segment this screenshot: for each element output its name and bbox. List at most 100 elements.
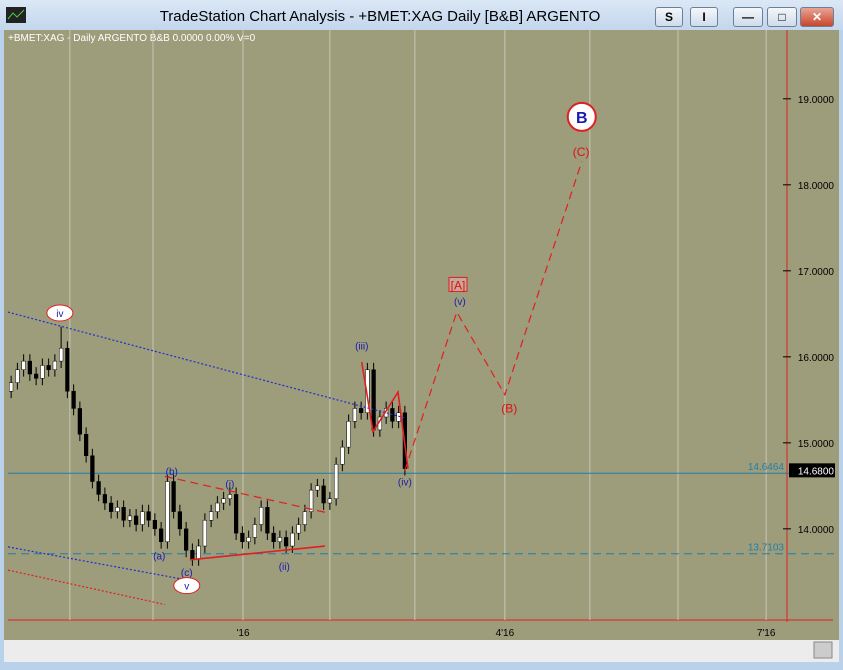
maximize-button[interactable]: □ <box>767 7 797 27</box>
last-price-label: 14.6800 <box>798 466 835 477</box>
candle-body <box>365 369 370 413</box>
candle-body <box>102 494 107 504</box>
y-tick-label: 16.0000 <box>798 353 835 364</box>
wave-label: (c) <box>181 568 193 579</box>
scroll-button[interactable] <box>813 641 833 659</box>
trend-line <box>7 311 406 419</box>
last-price-box <box>789 463 835 478</box>
trend-line <box>360 361 409 469</box>
candle-body <box>215 502 220 512</box>
wave-label: (C) <box>573 145 590 159</box>
wave-label: (iii) <box>355 342 368 353</box>
wave-label: (ii) <box>279 562 290 573</box>
indicator-button[interactable]: I <box>690 7 718 27</box>
wave-label: (v) <box>454 297 466 308</box>
x-tick-label: 4'16 <box>496 628 515 639</box>
label-circle <box>566 101 597 132</box>
trend-line <box>164 475 331 514</box>
candle-body <box>40 365 45 379</box>
y-tick-label: 15.0000 <box>798 439 835 450</box>
candle-body <box>140 511 145 525</box>
candle-body <box>177 511 182 530</box>
x-tick-label: 7'16 <box>757 628 776 639</box>
candle-body <box>340 446 345 465</box>
candle-body <box>302 511 307 525</box>
app-icon <box>6 7 26 23</box>
y-tick-label: 18.0000 <box>798 181 835 192</box>
candle-body <box>277 537 282 542</box>
candle-body <box>209 511 214 521</box>
candle-body <box>46 365 51 370</box>
candle-body <box>309 489 314 512</box>
wave-label: (iv) <box>398 478 412 489</box>
candle-body <box>327 498 332 504</box>
candle-body <box>227 494 232 499</box>
title-bar: TradeStation Chart Analysis - +BMET:XAG … <box>0 0 843 30</box>
status-bar <box>4 640 839 662</box>
window-title: TradeStation Chart Analysis - +BMET:XAG … <box>159 8 601 25</box>
y-tick-label: 14.0000 <box>798 525 835 536</box>
x-tick-label: '16 <box>236 628 249 639</box>
wave-label: B <box>576 110 588 127</box>
close-button[interactable]: ✕ <box>800 7 834 27</box>
wave-label: v <box>184 582 189 593</box>
y-tick-label: 17.0000 <box>798 267 835 278</box>
wave-label: (B) <box>501 401 517 415</box>
candle-body <box>290 532 295 547</box>
candle-body <box>59 347 64 362</box>
label-box <box>448 276 468 292</box>
trend-line <box>7 569 166 606</box>
candle-body <box>202 519 207 547</box>
candle-body <box>296 524 301 534</box>
candle-body <box>21 360 26 370</box>
candle-body <box>371 369 376 431</box>
label-ellipse <box>46 304 74 322</box>
candle-body <box>84 433 89 456</box>
candle-body <box>9 382 14 392</box>
candle-body <box>90 455 95 482</box>
candle-body <box>165 481 170 542</box>
trend-line <box>189 545 325 561</box>
candle-body <box>115 507 120 512</box>
wave-label: (b) <box>166 467 178 478</box>
candle-body <box>352 408 357 422</box>
candle-body <box>127 515 132 521</box>
candle-body <box>71 390 76 409</box>
candle-body <box>246 537 251 542</box>
candle-body <box>34 373 39 379</box>
candle-body <box>284 537 289 547</box>
level-label: 14.6464 <box>748 462 785 473</box>
wave-label: (a) <box>153 551 165 562</box>
candle-body <box>134 515 139 525</box>
level-label: 13.7103 <box>748 543 785 554</box>
candle-body <box>234 494 239 534</box>
candle-body <box>96 481 101 495</box>
candle-body <box>240 532 245 542</box>
chart: +BMET:XAG - Daily ARGENTO B&B 0.0000 0.0… <box>4 30 839 662</box>
wave-label: (i) <box>225 479 234 490</box>
candle-body <box>359 408 364 413</box>
y-tick-label: 19.0000 <box>798 95 835 106</box>
wave-label: [A] <box>451 278 466 292</box>
candle-body <box>152 519 157 530</box>
candle-body <box>346 421 351 448</box>
candle-body <box>171 481 176 512</box>
label-ellipse <box>173 577 201 595</box>
candle-body <box>221 498 226 504</box>
candle-body <box>77 408 82 435</box>
candle-body <box>146 511 151 521</box>
trend-line <box>7 546 185 581</box>
candle-body <box>271 532 276 542</box>
wave-label: iv <box>56 309 63 320</box>
candle-body <box>196 545 201 560</box>
candle-body <box>334 464 339 499</box>
candle-body <box>315 485 320 491</box>
candle-body <box>27 360 32 375</box>
candle-body <box>321 485 326 504</box>
chart-background <box>4 30 839 662</box>
candle-body <box>265 507 270 534</box>
candle-body <box>259 507 264 525</box>
style-button[interactable]: S <box>655 7 683 27</box>
minimize-button[interactable]: — <box>733 7 763 27</box>
candle-body <box>121 507 126 521</box>
